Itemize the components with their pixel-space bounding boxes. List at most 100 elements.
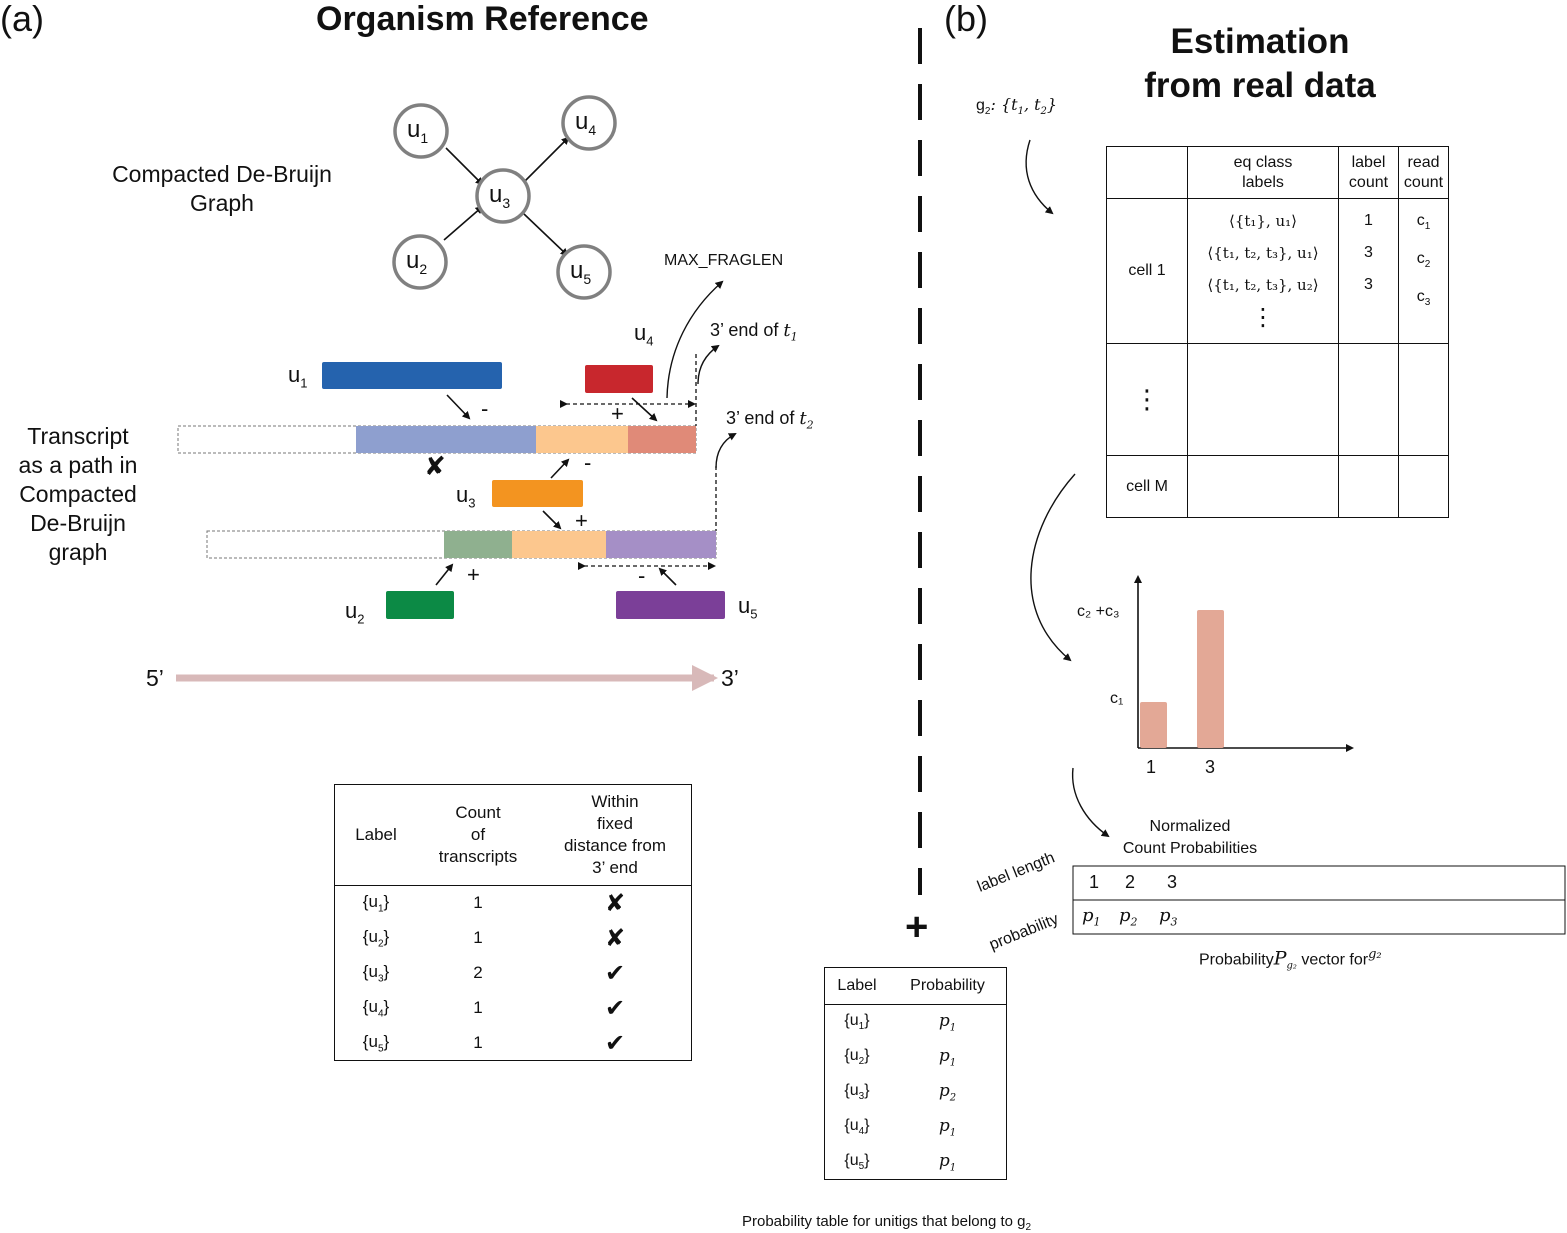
check-icon: ✔ <box>604 994 626 1022</box>
table-row: {u2} p1 <box>825 1040 1007 1075</box>
cross-icon: ✘ <box>604 889 626 918</box>
transcript-t2 <box>206 530 717 559</box>
sign-u1: - <box>481 396 489 421</box>
table-row: {u4} p1 <box>825 1110 1007 1145</box>
row-label: {u5} <box>362 1031 390 1054</box>
eq-class-table: eq class labels label count read count cell… <box>1106 146 1449 518</box>
prob-row-label: {u3} <box>844 1081 870 1103</box>
sign-u3-top: - <box>584 450 592 475</box>
prob-row-value: p1 <box>938 1150 957 1173</box>
node-u2 <box>392 234 448 290</box>
chart-xtick-1: 1 <box>1146 757 1157 777</box>
unitig-u4-block <box>585 365 653 393</box>
prob-row-label: {u1} <box>844 1012 870 1033</box>
unitig-count-table: Label Count of transcripts Within fixed dist… <box>334 784 692 1061</box>
node-u4-label: u4 <box>575 108 597 138</box>
prob-p1: p1 <box>1082 905 1101 929</box>
prob-row-value: p1 <box>938 1115 957 1139</box>
prob-row-value: p1 <box>938 1011 957 1034</box>
prob-vector-box <box>1072 865 1566 935</box>
max-fraglen-label: MAX_FRAGLEN <box>664 252 784 269</box>
panel-b-title: Estimation from real data <box>1144 22 1376 105</box>
sign-u2: + <box>467 562 480 587</box>
panel-b-label: (b) <box>944 0 988 39</box>
unitig-u5-label: u5 <box>738 593 758 622</box>
unitig-u1-block <box>322 362 502 389</box>
prob-row-label: {u5} <box>844 1151 870 1172</box>
node-u2-label: u2 <box>406 247 428 277</box>
count-bar-chart <box>1134 575 1354 752</box>
eq-row-1: ⟨{t₁}, u₁⟩ <box>1228 212 1298 230</box>
plus-sign: + <box>905 905 929 949</box>
chart-ytick-low: c₁ <box>1110 690 1124 707</box>
th-count: Count of transcripts <box>438 803 518 866</box>
unitig-u3-block <box>492 480 583 507</box>
graph-nodes <box>392 95 617 300</box>
unitig-u3-label: u3 <box>456 482 476 511</box>
fraglen-spans <box>560 354 717 570</box>
chart-bar-1 <box>1140 702 1167 748</box>
table-row: {u3} 2 ✔ <box>335 956 692 991</box>
check-icon: ✔ <box>604 959 626 987</box>
node-u3-label: u3 <box>489 181 511 211</box>
cell-m-label: cell M <box>1106 455 1188 518</box>
length-1: 1 <box>1089 872 1100 892</box>
table-row: {u4} 1 ✔ <box>335 991 692 1026</box>
node-u5-label: u5 <box>570 257 592 287</box>
chart-xtick-3: 3 <box>1205 757 1216 777</box>
eq-vdots: ⋮ <box>1251 303 1275 331</box>
cell-1-label: cell 1 <box>1106 198 1188 344</box>
normalized-title: Normalized Count Probabilities <box>1122 818 1258 857</box>
leader-arrows-a <box>666 280 737 469</box>
prob-row-label: {u2} <box>844 1046 870 1068</box>
th-probability: Probability <box>910 977 985 994</box>
row-count: 2 <box>473 963 483 982</box>
table-row: {u5} 1 ✔ <box>335 1026 692 1061</box>
node-u5 <box>556 244 612 300</box>
unitig-u2-block <box>386 591 454 619</box>
sign-u4: + <box>611 401 624 426</box>
length-3: 3 <box>1167 872 1178 892</box>
table-row: {u5} p1 <box>825 1145 1007 1180</box>
direction-end-label: 3’ <box>721 665 739 691</box>
graph-caption: Compacted De-Bruijn Graph <box>112 161 332 216</box>
unitig-probability-table: Label Probability {u1} p1 {u2} p1 {u3} p2 {u4}… <box>824 967 1007 1180</box>
length-2: 2 <box>1125 872 1136 892</box>
prob-row-label: {u4} <box>844 1116 870 1138</box>
prob-table-caption: Probability table for unitigs that belon… <box>742 1213 1032 1233</box>
mid-dots: ⋮ <box>1106 343 1188 456</box>
eq-row-3: ⟨{t₁, t₂, t₃}, u₂⟩ <box>1207 276 1319 294</box>
unitig-u5-block <box>616 591 725 619</box>
table-row: {u3} p2 <box>825 1075 1007 1110</box>
transcript-t1 <box>177 425 697 454</box>
row-label: {u3} <box>362 961 390 985</box>
prob-row-value: p1 <box>938 1045 957 1069</box>
prob-vector-caption: ProbabilityPg₂ vector forg₂ <box>1199 947 1382 972</box>
row-label: {u4} <box>362 996 390 1020</box>
th-label: Label <box>355 825 397 844</box>
row-label: {u1} <box>362 892 390 915</box>
panel-a-title: Organism Reference <box>316 0 649 38</box>
node-u4 <box>561 95 617 151</box>
table-row: {u2} 1 ✘ <box>335 921 692 956</box>
row-count: 1 <box>473 998 483 1017</box>
graph-edges <box>443 136 570 257</box>
row-label: {u2} <box>362 926 390 950</box>
eq-row-2: ⟨{t₁, t₂, t₃}, u₁⟩ <box>1207 244 1319 262</box>
prob-p2: p2 <box>1119 905 1138 929</box>
direction-start-label: 5’ <box>146 665 164 691</box>
transcript-caption: Transcript as a path in Compacted De-Bru… <box>18 423 138 565</box>
table-row: {u1} 1 ✘ <box>335 886 692 921</box>
cross-icon: ✘ <box>604 924 626 952</box>
row-count: 1 <box>473 893 483 913</box>
sign-u5: - <box>638 563 646 588</box>
node-u1 <box>393 103 449 159</box>
unitig-u1-label: u1 <box>288 362 308 391</box>
node-u3 <box>475 168 531 224</box>
sign-u3-bot: + <box>575 508 588 533</box>
cross-mark-icon: ✘ <box>424 452 446 482</box>
th-prob-label: Label <box>837 977 877 994</box>
end-t1-label: 3’ end of t1 <box>710 320 798 344</box>
th-read-count: read count <box>1398 146 1449 199</box>
table-row: {u1} p1 <box>825 1005 1007 1040</box>
